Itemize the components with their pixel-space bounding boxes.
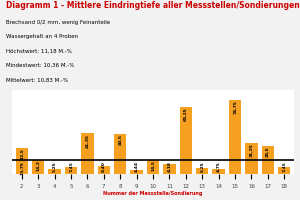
Bar [81,133,94,174]
Text: 40,5: 40,5 [118,134,122,145]
Bar [49,169,61,174]
Bar [180,107,192,174]
Bar [147,160,159,174]
Text: 74,75: 74,75 [233,101,237,114]
Text: Wassergehalt an 4 Proben: Wassergehalt an 4 Proben [6,34,78,39]
Text: 14,5: 14,5 [151,160,155,171]
Text: 28,5: 28,5 [266,146,270,157]
Text: Diagramm 1 - Mittlere Eindringtiefe aller Messstellen/Sondierungen: Diagramm 1 - Mittlere Eindringtiefe alle… [6,1,300,10]
Text: 5,25: 5,25 [52,161,57,172]
Bar [212,169,225,174]
Text: 31,25: 31,25 [249,144,254,157]
Text: Höchstwert: 11,18 M.-%: Höchstwert: 11,18 M.-% [6,49,72,54]
Text: Mindestwert: 10,36 M.-%: Mindestwert: 10,36 M.-% [6,63,74,68]
Text: 8,40: 8,40 [102,161,106,172]
Bar [32,160,44,174]
Bar [130,170,143,174]
Text: Brechsand 0/2 mm, wenig Feinanteile: Brechsand 0/2 mm, wenig Feinanteile [6,20,110,25]
Bar [98,166,110,174]
Bar [262,146,274,174]
Text: 7,45: 7,45 [282,161,286,172]
Bar [65,167,77,174]
Bar [229,100,241,174]
Text: 68,25: 68,25 [184,107,188,121]
Bar [163,164,176,174]
Bar [114,134,126,174]
Text: 12,5: 12,5 [20,149,24,159]
Text: 4,75: 4,75 [217,161,220,172]
Bar [278,167,290,174]
X-axis label: Nummer der Messstelle/Sondierung: Nummer der Messstelle/Sondierung [103,192,203,196]
Text: 7,45: 7,45 [69,161,73,172]
Text: 6,25: 6,25 [200,161,204,172]
Bar [245,143,257,174]
Bar [16,148,28,174]
Text: 4,18: 4,18 [167,161,171,172]
Text: 13,75: 13,75 [20,161,24,175]
Text: 41,35: 41,35 [85,134,89,148]
Bar [196,168,208,174]
Text: Mittelwert: 10,83 M.-%: Mittelwert: 10,83 M.-% [6,78,68,83]
Text: 4,44: 4,44 [135,161,139,172]
Text: 14,2: 14,2 [36,160,40,171]
